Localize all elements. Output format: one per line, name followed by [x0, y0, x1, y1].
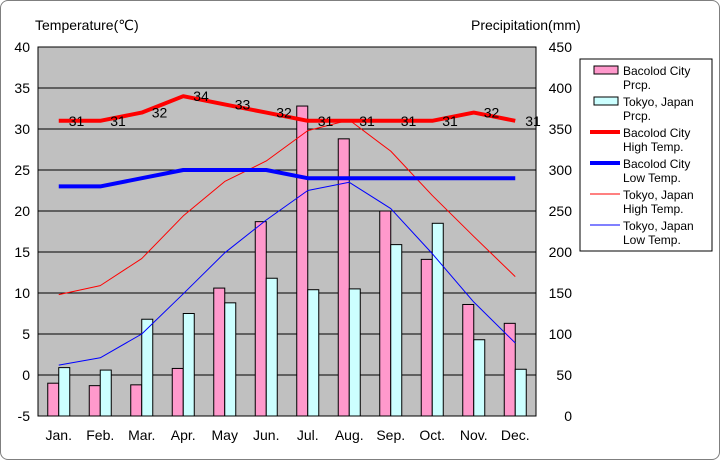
high-temp-label: 32: [484, 105, 500, 121]
left-axis-ticks: -5 0 5 10 15 20 25 30 35 40: [14, 39, 30, 424]
month-label: Sep.: [376, 427, 405, 443]
left-tick-label: 30: [14, 121, 30, 137]
right-tick-label: 150: [549, 285, 573, 301]
legend-label: Bacolod City: [623, 64, 690, 78]
temperature-lines: [58, 94, 516, 366]
precip-bar-bacolod: [130, 384, 143, 417]
legend-swatch: [593, 65, 619, 75]
month-label: Nov.: [460, 427, 488, 443]
precip-bar-bacolod: [88, 385, 101, 417]
bacolod-high-line: [58, 94, 516, 123]
right-tick-label: 100: [549, 326, 573, 342]
legend-label: Tokyo, Japan: [623, 95, 694, 109]
left-tick-label: 10: [14, 285, 30, 301]
left-tick-label: 5: [22, 326, 30, 342]
legend-label: Low Temp.: [623, 233, 681, 247]
left-tick-label: 0: [22, 367, 30, 383]
precip-bar-bacolod: [47, 382, 60, 417]
left-tick-label: -5: [18, 408, 31, 424]
right-tick-label: 200: [549, 244, 573, 260]
legend-box: [579, 58, 713, 252]
month-label: Apr.: [171, 427, 196, 443]
legend-label: Prcp.: [623, 78, 651, 92]
right-axis-title: Precipitation(mm): [471, 17, 581, 33]
month-label: May: [212, 427, 238, 443]
month-label: Feb.: [86, 427, 114, 443]
legend-label: High Temp.: [623, 202, 683, 216]
high-temp-label: 33: [235, 96, 251, 112]
legend-label: High Temp.: [623, 140, 683, 154]
high-temp-label: 34: [193, 88, 209, 104]
precip-bar-tokyo: [224, 302, 237, 417]
bacolod-low-line: [58, 168, 516, 189]
right-tick-label: 250: [549, 203, 573, 219]
high-temp-label: 31: [318, 113, 334, 129]
legend-swatch: [593, 96, 619, 106]
high-temp-label: 31: [69, 113, 85, 129]
left-tick-label: 15: [14, 244, 30, 260]
tokyo-low-line: [58, 181, 516, 366]
month-label: Mar.: [128, 427, 155, 443]
precip-bar-tokyo: [58, 367, 71, 417]
precip-bar-tokyo: [431, 222, 444, 417]
precip-bar-bacolod: [296, 105, 309, 417]
precip-bar-bacolod: [462, 303, 475, 417]
right-tick-label: 450: [549, 39, 573, 55]
precip-bar-tokyo: [348, 288, 361, 417]
legend-label: Prcp.: [623, 109, 651, 123]
right-tick-label: 50: [556, 367, 572, 383]
left-tick-label: 25: [14, 162, 30, 178]
right-tick-label: 0: [564, 408, 572, 424]
tokyo-high-line: [58, 119, 516, 296]
left-tick-label: 20: [14, 203, 30, 219]
month-label: Jun.: [253, 427, 279, 443]
month-label: Oct.: [419, 427, 445, 443]
left-tick-label: 40: [14, 39, 30, 55]
month-label: Dec.: [501, 427, 530, 443]
month-label: Aug.: [335, 427, 364, 443]
right-axis-ticks: 0 50 100 150 200 250 300 350 400 450: [549, 39, 573, 424]
high-temp-label: 31: [401, 113, 417, 129]
high-temp-label: 32: [152, 105, 168, 121]
month-labels: Jan. Feb. Mar. Apr. May Jun. Jul. Aug. Sep. Oct. N…: [46, 427, 530, 443]
high-temp-label: 31: [442, 113, 458, 129]
precip-bar-tokyo: [390, 244, 403, 417]
precip-bar-bacolod: [420, 258, 433, 417]
precip-bar-tokyo: [265, 277, 278, 417]
legend-label: Bacolod City: [623, 126, 690, 140]
right-tick-label: 400: [549, 80, 573, 96]
right-tick-label: 350: [549, 121, 573, 137]
gridlines: [38, 87, 536, 376]
month-label: Jul.: [297, 427, 319, 443]
plot-area: [37, 46, 537, 417]
precip-bar-tokyo: [307, 289, 320, 417]
high-temp-label: 31: [359, 113, 375, 129]
high-temp-labels: 31 31 32 34 33 32 31 31 31 31 32 31: [69, 88, 541, 129]
right-tick-label: 300: [549, 162, 573, 178]
precip-bar-tokyo: [182, 313, 195, 417]
month-label: Jan.: [46, 427, 72, 443]
legend-label: Bacolod City: [623, 157, 690, 171]
high-temp-label: 31: [525, 113, 541, 129]
precip-bar-bacolod: [379, 210, 392, 417]
precip-bar-bacolod: [171, 367, 184, 417]
precip-bar-bacolod: [254, 221, 267, 417]
precip-bar-tokyo: [141, 318, 154, 417]
precip-bar-tokyo: [514, 368, 527, 417]
precip-bar-bacolod: [337, 138, 350, 417]
precip-bar-bacolod: [213, 287, 226, 417]
high-temp-label: 31: [110, 113, 126, 129]
precip-bar-tokyo: [99, 369, 112, 417]
legend-label: Tokyo, Japan: [623, 219, 694, 233]
high-temp-label: 32: [276, 105, 292, 121]
precip-bar-tokyo: [473, 339, 486, 417]
left-tick-label: 35: [14, 80, 30, 96]
precipitation-bars: [47, 105, 527, 417]
legend-label: Low Temp.: [623, 171, 681, 185]
left-axis-title: Temperature(℃): [35, 17, 139, 33]
legend-label: Tokyo, Japan: [623, 188, 694, 202]
